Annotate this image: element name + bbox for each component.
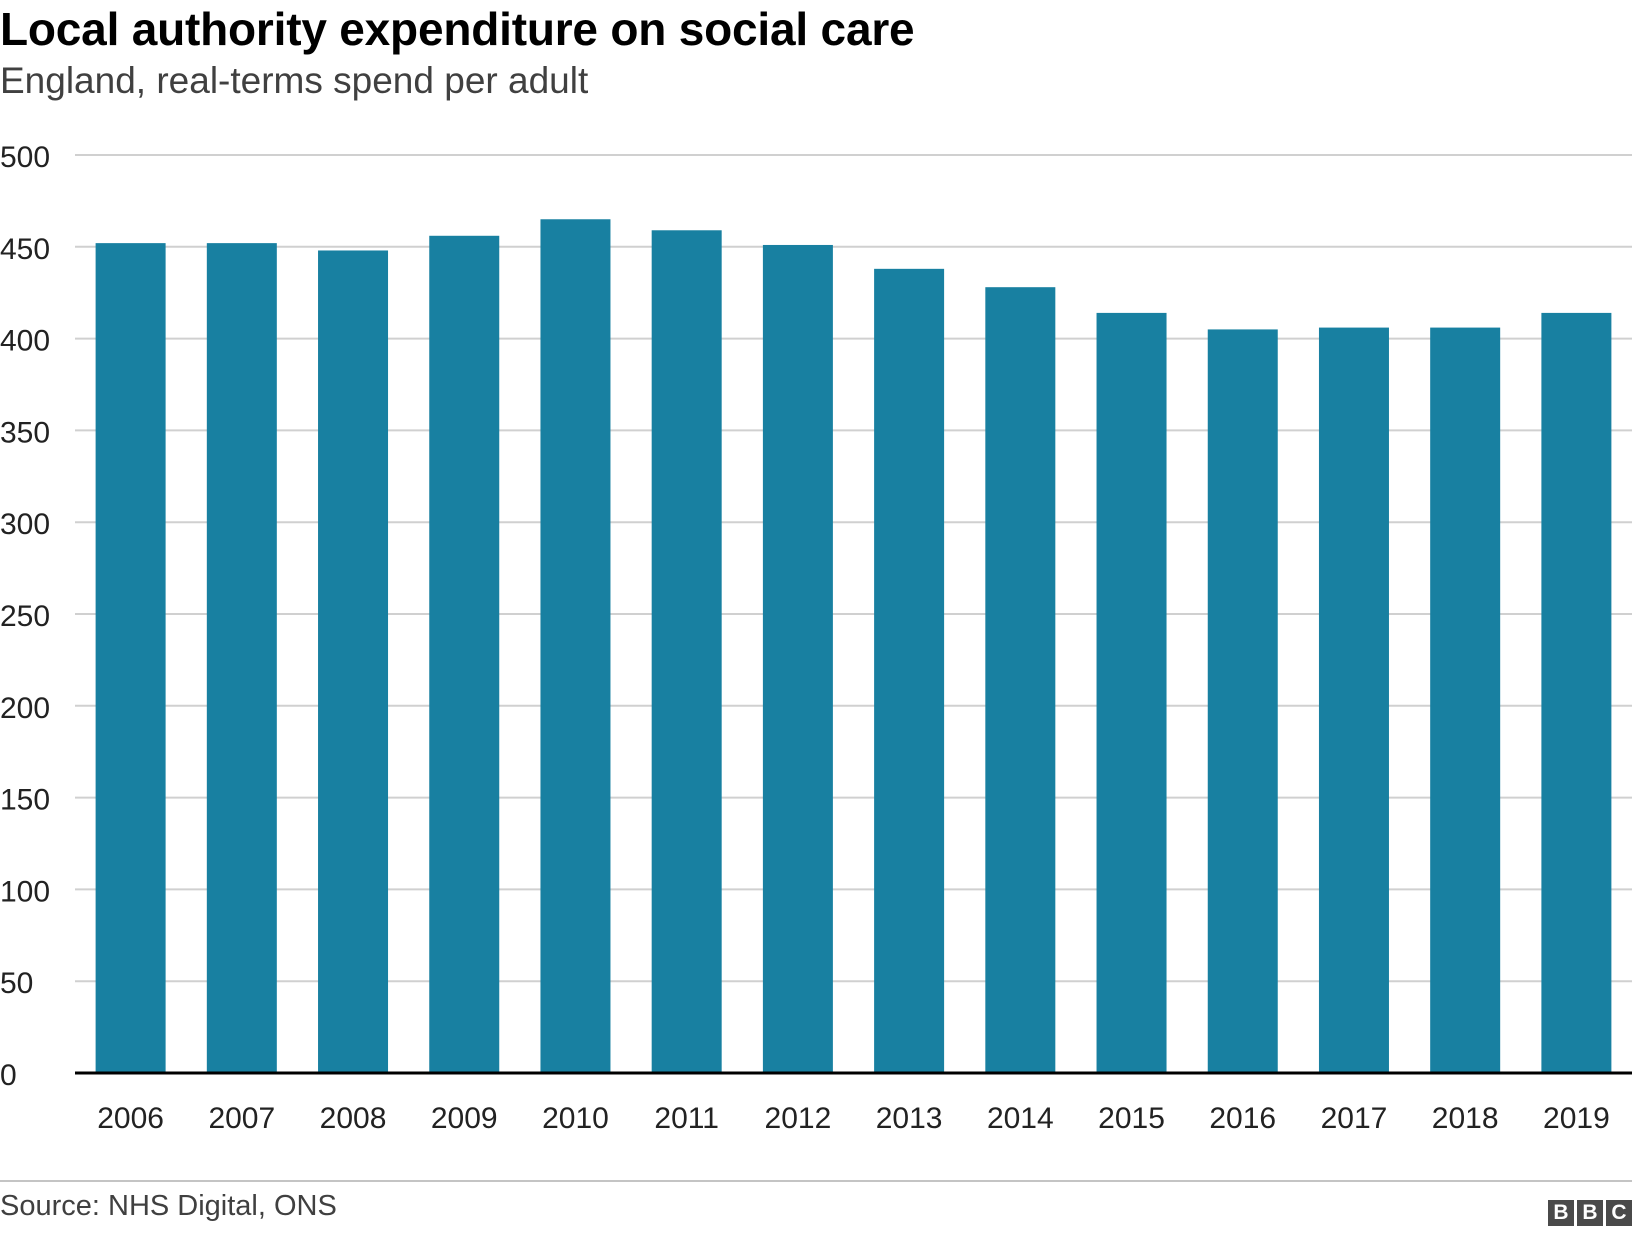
x-tick-label: 2006 bbox=[97, 1102, 164, 1135]
bar-2009 bbox=[429, 235, 500, 1073]
y-tick-label: 250 bbox=[0, 600, 50, 633]
x-tick-label: 2015 bbox=[1098, 1102, 1165, 1135]
y-tick-label: 500 bbox=[0, 141, 50, 174]
bar-2008 bbox=[318, 250, 389, 1074]
y-tick-label: 300 bbox=[0, 508, 50, 541]
y-tick-label: 400 bbox=[0, 325, 50, 358]
bar-2006 bbox=[95, 243, 166, 1074]
logo-letter-b2: B bbox=[1577, 1200, 1603, 1226]
bbc-logo: B B C bbox=[1548, 1200, 1632, 1226]
x-tick-label: 2007 bbox=[208, 1102, 275, 1135]
logo-letter-b1: B bbox=[1548, 1200, 1574, 1226]
x-tick-label: 2018 bbox=[1432, 1102, 1499, 1135]
bar-2012 bbox=[762, 244, 833, 1074]
logo-letter-c: C bbox=[1606, 1200, 1632, 1226]
y-tick-label: 450 bbox=[0, 233, 50, 266]
bar-2010 bbox=[540, 219, 611, 1073]
y-tick-label: 100 bbox=[0, 875, 50, 908]
x-tick-label: 2012 bbox=[765, 1102, 832, 1135]
x-tick-label: 2016 bbox=[1209, 1102, 1276, 1135]
x-tick-label: 2013 bbox=[876, 1102, 943, 1135]
y-tick-label: 350 bbox=[0, 416, 50, 449]
bar-2007 bbox=[206, 243, 277, 1074]
bar-2014 bbox=[985, 287, 1056, 1073]
x-tick-label: 2017 bbox=[1321, 1102, 1388, 1135]
bar-2018 bbox=[1430, 327, 1501, 1074]
bar-2013 bbox=[874, 268, 945, 1073]
bar-2011 bbox=[651, 230, 722, 1073]
bar-chart: 0 50 100 150 200 250 300 350 400 450 500 2006 2007 20… bbox=[0, 141, 1632, 1135]
x-tick-label: 2009 bbox=[431, 1102, 498, 1135]
chart-subtitle: England, real-terms spend per adult bbox=[0, 60, 589, 101]
y-tick-label: 150 bbox=[0, 784, 50, 817]
source-note: Source: NHS Digital, ONS bbox=[0, 1190, 337, 1222]
bar-2019 bbox=[1541, 312, 1612, 1073]
bar-2017 bbox=[1318, 327, 1389, 1074]
x-tick-label: 2010 bbox=[542, 1102, 609, 1135]
bar-2015 bbox=[1096, 312, 1167, 1073]
x-tick-label: 2014 bbox=[987, 1102, 1054, 1135]
y-tick-label: 200 bbox=[0, 692, 50, 725]
x-tick-label: 2008 bbox=[320, 1102, 387, 1135]
bar-2016 bbox=[1207, 329, 1278, 1073]
chart-title: Local authority expenditure on social ca… bbox=[0, 3, 915, 55]
footer-divider bbox=[0, 1180, 1632, 1182]
x-tick-label: 2019 bbox=[1543, 1102, 1610, 1135]
y-tick-label: 0 bbox=[0, 1059, 17, 1092]
y-tick-label: 50 bbox=[0, 967, 33, 1000]
x-tick-label: 2011 bbox=[654, 1102, 719, 1135]
